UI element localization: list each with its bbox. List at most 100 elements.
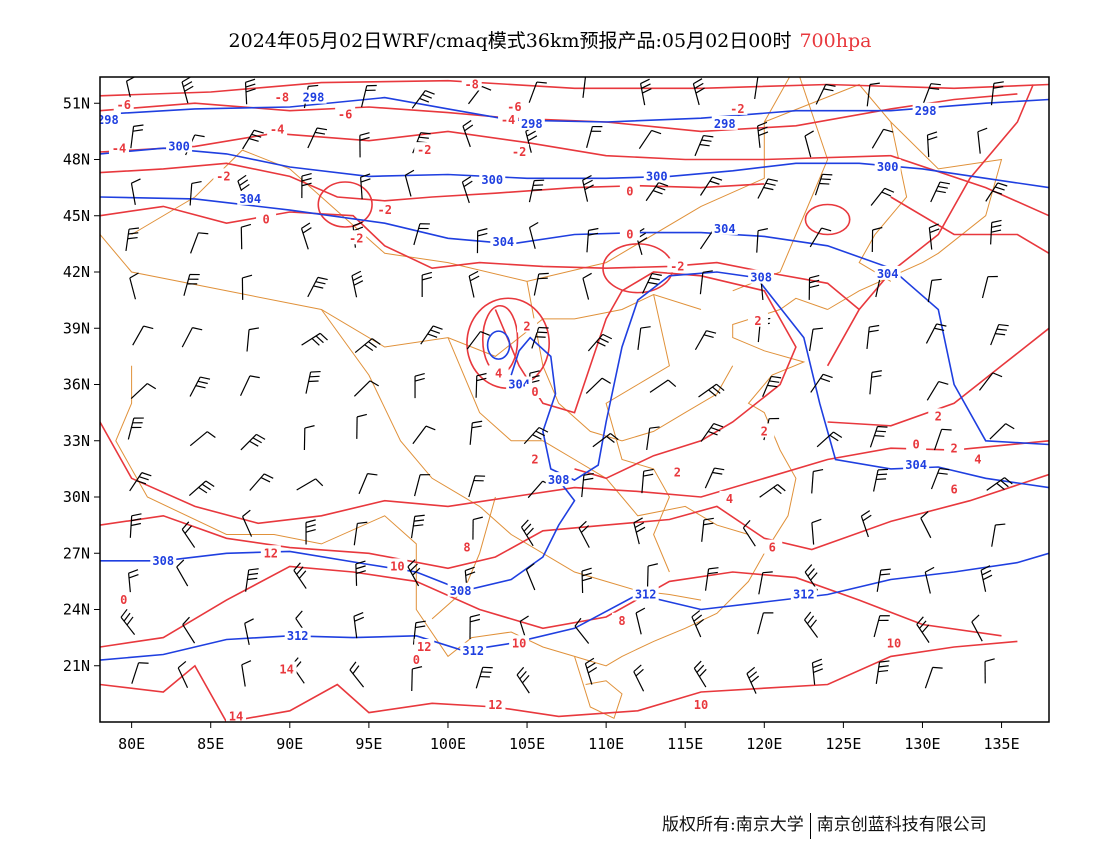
border-line	[574, 656, 623, 719]
temperature-isoline	[100, 473, 1049, 570]
wind-barb	[296, 478, 324, 491]
label-bg	[447, 582, 474, 597]
wind-barb	[814, 173, 833, 196]
wind-barb	[582, 174, 594, 202]
wind-barb	[412, 620, 426, 645]
wind-barb	[182, 616, 196, 644]
wind-barb	[358, 473, 378, 495]
height-label: 312	[635, 588, 657, 602]
wind-barb	[581, 567, 593, 594]
label-bg	[667, 258, 688, 273]
label-bg	[611, 612, 632, 627]
wind-barb	[120, 608, 136, 636]
label-bg	[374, 202, 395, 217]
wind-barb	[360, 173, 371, 200]
wind-barb	[989, 423, 1015, 440]
wind-barb	[871, 128, 894, 149]
wind-barb	[475, 372, 487, 398]
wind-barb	[466, 330, 490, 350]
label-bg	[632, 586, 659, 601]
wind-barb	[639, 78, 652, 106]
wind-barb	[176, 559, 189, 587]
wind-barb	[244, 618, 254, 645]
temperature-label: 4	[495, 366, 502, 380]
footer: 版权所有:南京大学 南京创蓝科技有限公司	[662, 810, 987, 839]
wind-barb	[129, 272, 139, 300]
wind-barb	[130, 178, 141, 205]
wind-barb	[411, 90, 435, 109]
wind-barb	[933, 428, 952, 451]
label-bg	[113, 592, 134, 607]
height-label: 298	[714, 117, 736, 131]
lat-tick-label: 27N	[63, 544, 90, 562]
wind-barb	[244, 78, 256, 105]
label-bg	[509, 635, 530, 650]
wind-barb	[924, 566, 935, 594]
border-line	[574, 297, 828, 667]
wind-barb	[757, 612, 774, 635]
wind-barb	[356, 413, 367, 439]
temperature-label: -4	[270, 123, 284, 137]
lon-tick-label: 135E	[983, 735, 1019, 753]
label-bg	[691, 697, 712, 712]
label-bg	[490, 234, 517, 248]
wind-barb	[860, 510, 872, 538]
map-frame	[99, 76, 1050, 723]
label-bg	[226, 708, 247, 722]
wind-barb	[757, 121, 769, 148]
wind-barb	[646, 563, 658, 589]
label-bg	[719, 490, 740, 505]
temperature-label: -6	[507, 100, 521, 114]
wind-barb	[476, 228, 488, 254]
height-isoline-loop	[486, 330, 511, 360]
wind-barb	[421, 271, 432, 298]
wind-barb	[582, 272, 592, 300]
label-bg	[267, 121, 288, 136]
wind-barb	[240, 223, 252, 250]
wind-barb	[293, 562, 307, 589]
wind-barb	[305, 370, 321, 394]
wind-barb	[129, 472, 152, 492]
wind-barb	[411, 666, 423, 691]
wind-barb	[758, 571, 773, 595]
temperature-label: 10	[390, 559, 404, 573]
wind-barb	[188, 480, 215, 497]
temperature-isoline	[100, 565, 1002, 648]
wind-barb	[189, 376, 211, 397]
wind-barb	[811, 518, 822, 545]
wind-barb	[978, 372, 1003, 391]
wind-barb	[757, 178, 778, 199]
height-label: 312	[462, 644, 484, 658]
temperature-label: 0	[262, 213, 269, 227]
wind-barb	[925, 323, 947, 344]
temperature-isoline-loop	[804, 203, 851, 236]
temperature-label: -8	[464, 78, 478, 92]
label-bg	[488, 365, 509, 380]
wind-barb	[693, 660, 707, 688]
height-label: 308	[750, 271, 772, 285]
temperature-label: 8	[618, 614, 625, 628]
lon-tick-label: 115E	[667, 735, 703, 753]
wind-barb	[414, 373, 425, 399]
wind-barb	[528, 221, 539, 249]
wind-barb	[872, 468, 889, 492]
border-line	[605, 294, 670, 573]
lat-tick-label: 24N	[63, 601, 90, 619]
border-line	[431, 496, 496, 620]
temperature-label: 8	[463, 541, 470, 555]
border-line	[732, 77, 829, 292]
wind-barb	[469, 420, 483, 445]
label-bg	[479, 172, 506, 187]
temperature-label: 0	[531, 385, 538, 399]
height-label: 308	[450, 584, 472, 598]
label-bg	[754, 423, 775, 438]
temperature-label: 14	[279, 663, 293, 677]
temperature-label: -8	[275, 91, 289, 105]
border-line	[115, 365, 575, 658]
label-bg	[762, 539, 783, 554]
temperature-label: 2	[950, 441, 957, 455]
wind-barb	[420, 325, 443, 345]
border-line	[100, 234, 702, 357]
wind-barb	[183, 273, 200, 296]
